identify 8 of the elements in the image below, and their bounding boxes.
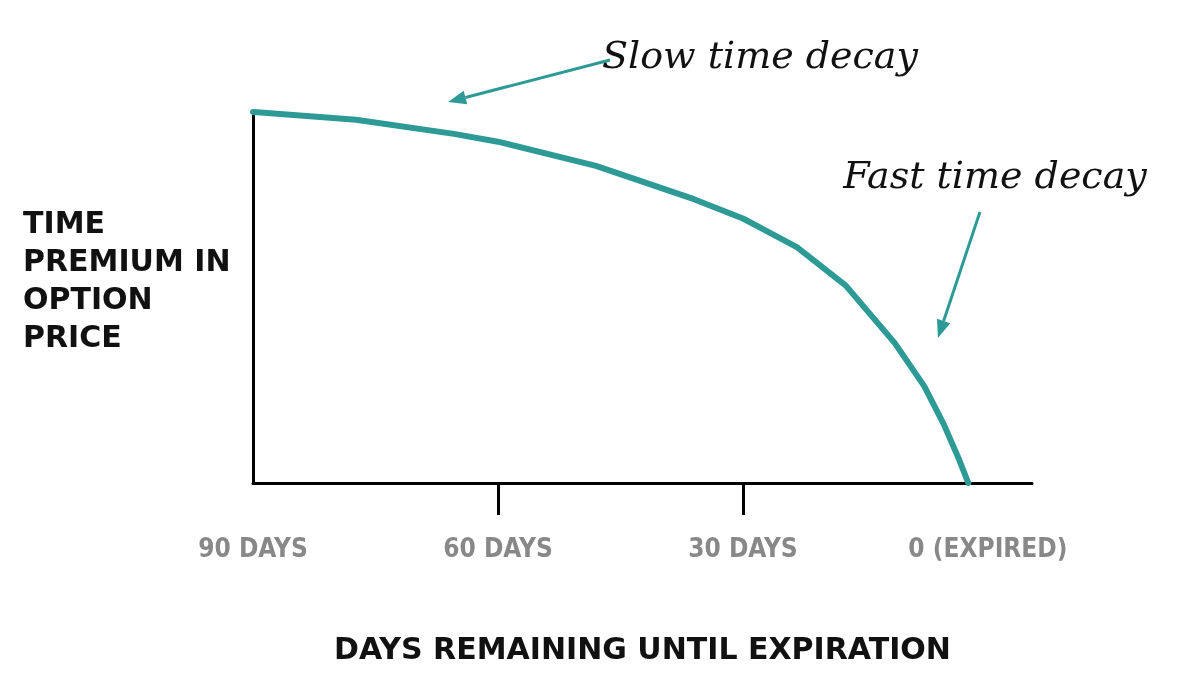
x-tick-label: 60 DAYS	[443, 533, 553, 563]
x-tick-label: 30 DAYS	[688, 533, 798, 563]
x-axis-title: DAYS REMAINING UNTIL EXPIRATION	[334, 630, 951, 666]
y-axis-title: TIME PREMIUM IN OPTION PRICE	[23, 204, 241, 354]
x-tick-label: 90 DAYS	[198, 533, 308, 563]
text: Slow time decay	[602, 33, 919, 77]
x-tick-label: 0 (EXPIRED)	[908, 533, 1068, 563]
annotation: Fast time decay	[842, 153, 1148, 197]
